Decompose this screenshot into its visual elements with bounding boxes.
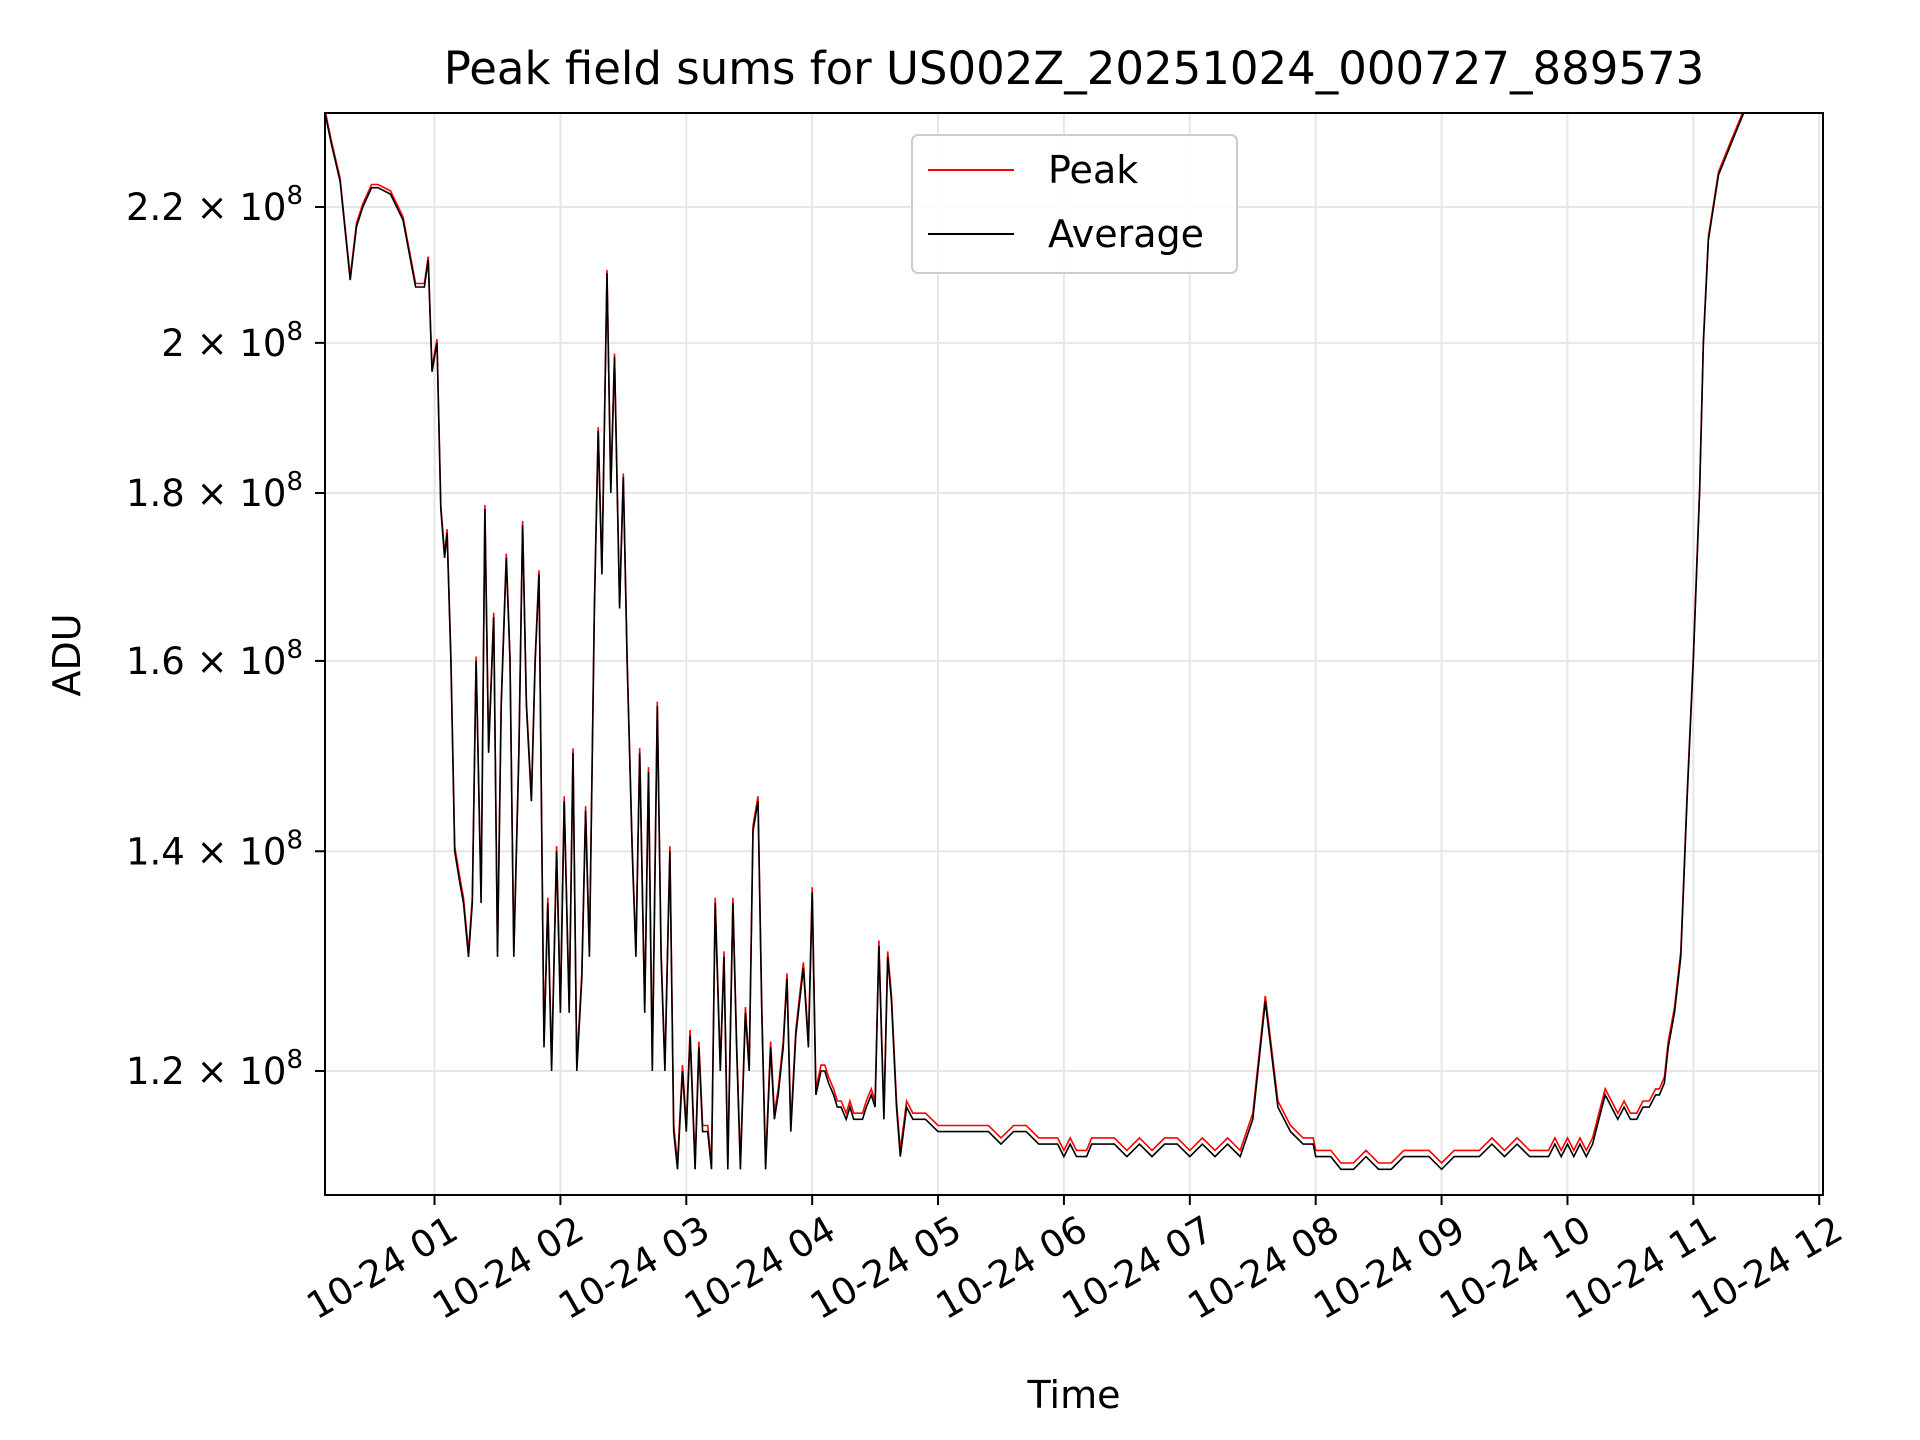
- y-tick-label: 2 × 108: [161, 317, 303, 365]
- plot-frame: [324, 112, 1824, 1196]
- y-axis-ticks: 1.2 × 108 1.4 × 108 1.6 × 108 1.8 × 108 2 × …: [126, 181, 325, 1093]
- y-tick-label: 1.2 × 108: [126, 1045, 303, 1093]
- y-tick-label: 2.2 × 108: [126, 181, 303, 229]
- y-tick-label: 1.8 × 108: [126, 467, 303, 515]
- y-tick-label: 1.4 × 108: [126, 825, 303, 873]
- y-tick-label: 1.6 × 108: [126, 635, 303, 683]
- average-series-line: [325, 113, 1745, 1171]
- legend: Peak Average: [911, 134, 1238, 274]
- chart-title: Peak field sums for US002Z_20251024_0007…: [444, 42, 1705, 95]
- x-axis-label: Time: [1027, 1373, 1121, 1417]
- y-axis-label: ADU: [45, 613, 89, 696]
- legend-peak-label: Peak: [1048, 148, 1138, 192]
- legend-average-label: Average: [1048, 212, 1204, 256]
- series-lines: [325, 113, 1745, 1171]
